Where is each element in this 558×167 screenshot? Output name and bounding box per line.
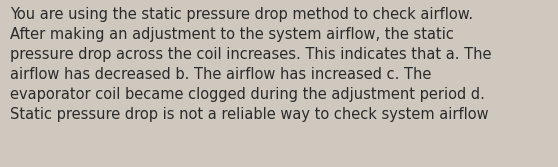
Text: You are using the static pressure drop method to check airflow.
After making an : You are using the static pressure drop m… <box>10 7 492 122</box>
